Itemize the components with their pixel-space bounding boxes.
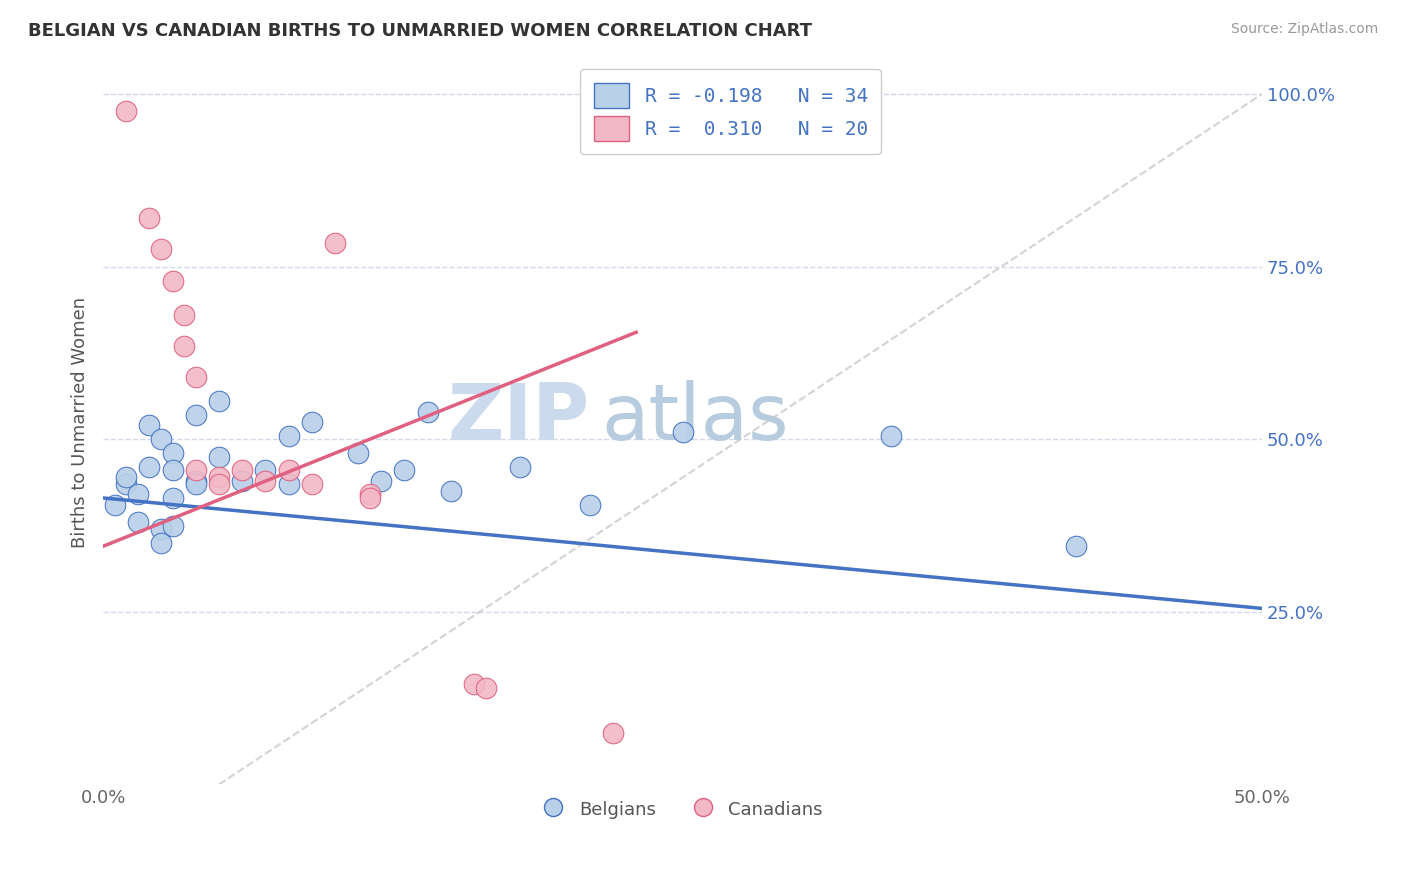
Point <box>416 405 439 419</box>
Point <box>127 487 149 501</box>
Point <box>184 370 207 384</box>
Point <box>347 446 370 460</box>
Point <box>231 463 253 477</box>
Point <box>208 477 231 491</box>
Point <box>104 498 127 512</box>
Point <box>162 446 184 460</box>
Point <box>359 487 381 501</box>
Point <box>602 725 624 739</box>
Point <box>127 515 149 529</box>
Point <box>359 491 381 505</box>
Point <box>138 211 160 226</box>
Point <box>880 429 903 443</box>
Point <box>323 235 346 250</box>
Point <box>162 491 184 505</box>
Point <box>150 522 173 536</box>
Point <box>115 477 138 491</box>
Point <box>301 477 323 491</box>
Point <box>231 474 253 488</box>
Point <box>150 536 173 550</box>
Point <box>208 470 231 484</box>
Point <box>277 463 299 477</box>
Point <box>150 432 173 446</box>
Point <box>578 498 600 512</box>
Y-axis label: Births to Unmarried Women: Births to Unmarried Women <box>72 296 89 548</box>
Point <box>184 477 207 491</box>
Point <box>184 474 207 488</box>
Text: atlas: atlas <box>602 380 789 457</box>
Point <box>394 463 416 477</box>
Point <box>115 470 138 484</box>
Point <box>138 459 160 474</box>
Point <box>277 429 299 443</box>
Point <box>150 243 173 257</box>
Point <box>115 104 138 119</box>
Text: Source: ZipAtlas.com: Source: ZipAtlas.com <box>1230 22 1378 37</box>
Point <box>162 463 184 477</box>
Point <box>509 459 531 474</box>
Legend: Belgians, Canadians: Belgians, Canadians <box>536 792 830 826</box>
Point <box>440 483 463 498</box>
Point <box>1066 539 1088 553</box>
Text: BELGIAN VS CANADIAN BIRTHS TO UNMARRIED WOMEN CORRELATION CHART: BELGIAN VS CANADIAN BIRTHS TO UNMARRIED … <box>28 22 813 40</box>
Point <box>162 518 184 533</box>
Point <box>173 339 195 353</box>
Point <box>138 418 160 433</box>
Point <box>162 273 184 287</box>
Point <box>474 681 496 695</box>
Point <box>254 474 277 488</box>
Point <box>208 394 231 409</box>
Point <box>301 415 323 429</box>
Point <box>370 474 392 488</box>
Point <box>184 408 207 422</box>
Point <box>173 308 195 322</box>
Text: ZIP: ZIP <box>447 380 589 457</box>
Point <box>208 450 231 464</box>
Point <box>254 463 277 477</box>
Point <box>184 463 207 477</box>
Point <box>671 425 693 440</box>
Point <box>463 677 485 691</box>
Point <box>277 477 299 491</box>
